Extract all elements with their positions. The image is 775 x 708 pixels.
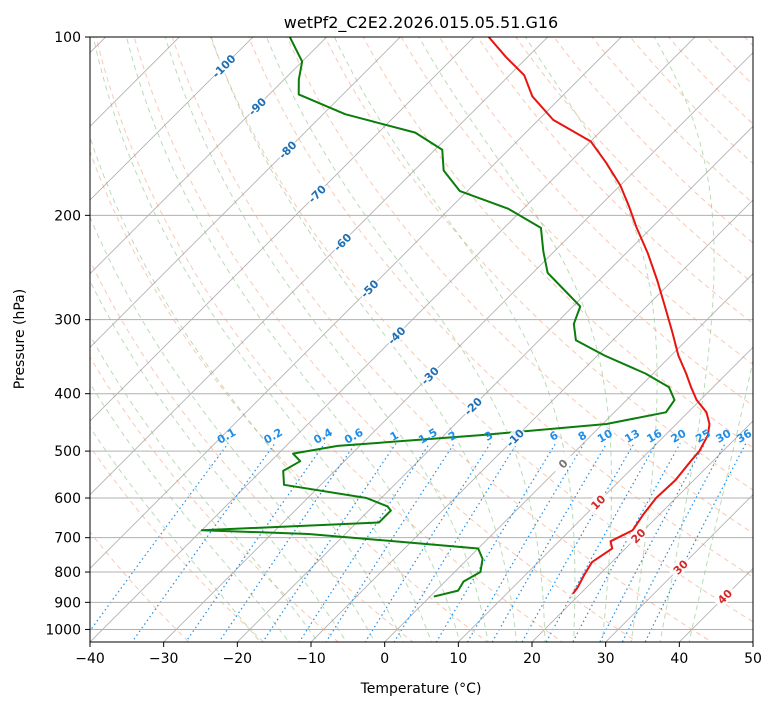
mixing-ratio-line [644, 442, 747, 642]
pressure-grid [90, 37, 753, 630]
isotherm-line [531, 420, 753, 642]
dry-adiabat [438, 37, 753, 366]
dry-adiabat [553, 37, 753, 244]
dewpoint-line [200, 37, 676, 598]
chart-title: wetPf2_C2E2.2026.015.05.51.G16 [284, 13, 558, 33]
isotherm-label-bg [211, 53, 236, 79]
dry-adiabat [477, 37, 753, 325]
y-tick-label: 500 [54, 444, 81, 460]
y-tick-label: 600 [54, 491, 81, 507]
isotherm-label-bg [356, 275, 382, 301]
dry-adiabat [90, 259, 414, 642]
isotherm-line [90, 37, 401, 348]
x-axis-label: Temperature (°C) [360, 681, 482, 697]
x-tick-label: 20 [523, 651, 541, 667]
mixing-ratio-line [262, 442, 397, 642]
isotherm-label-bg [244, 93, 270, 119]
isotherm-line [163, 52, 753, 642]
dry-adiabat [324, 37, 753, 491]
isotherm-line [90, 37, 549, 496]
mixing-ratio-line [621, 442, 726, 642]
moist-adiabat [92, 37, 432, 642]
dry-adiabat [515, 37, 753, 284]
isotherm-label-bg [502, 425, 528, 450]
x-tick-label: 40 [670, 651, 688, 667]
isotherm-label-bg [383, 322, 409, 348]
mixing-ratio-line [218, 442, 357, 642]
y-tick-label: 800 [54, 565, 81, 581]
isotherm-label-bg [460, 393, 486, 419]
dry-adiabat [362, 37, 753, 449]
isotherm-line [605, 494, 753, 642]
isotherm-label-bg [585, 489, 611, 515]
isotherm-label-bg [667, 554, 693, 580]
mixing-ratio-line [325, 442, 455, 642]
isotherm-line [310, 199, 753, 642]
isotherm-line [90, 37, 180, 127]
y-axis-label: Pressure (hPa) [12, 289, 28, 389]
temperature-line [487, 37, 711, 595]
plot-area [90, 37, 753, 642]
mixing-ratio-line [131, 442, 276, 642]
mixing-ratio-line [298, 442, 431, 642]
isotherm-line [457, 346, 753, 642]
y-axis-ticks: 100 200 300 400 500 600 700 800 900 1000 [45, 30, 90, 638]
x-tick-label: 10 [449, 651, 467, 667]
profile-lines [200, 37, 711, 598]
x-axis-ticks: −40 −30 −20 −10 0 10 20 30 40 50 [75, 642, 762, 667]
x-tick-label: 0 [380, 651, 389, 667]
moist-adiabat [653, 37, 715, 642]
mixing-ratio-line [435, 442, 557, 642]
x-tick-label: −10 [296, 651, 326, 667]
mixing-ratio-line [599, 442, 706, 642]
y-tick-label: 900 [54, 595, 81, 611]
x-tick-label: −20 [223, 651, 253, 667]
isotherm-line [90, 37, 475, 422]
isotherm-label-bg [274, 137, 300, 162]
isotherm-line [90, 37, 622, 569]
y-tick-label: 1000 [45, 622, 81, 638]
isotherm-label-bg [625, 523, 651, 548]
dry-adiabat [248, 37, 753, 578]
mixing-ratio-line [393, 442, 518, 642]
isotherm-label-bg [550, 450, 576, 476]
isotherm-line [90, 37, 254, 201]
moist-adiabat [210, 37, 517, 642]
isotherm-label-bg [712, 583, 737, 609]
x-tick-label: −30 [149, 651, 179, 667]
y-tick-label: 400 [54, 387, 81, 403]
dry-adiabat [133, 37, 638, 642]
mixing-ratio-line [364, 442, 491, 642]
mixing-ratio-line [90, 442, 229, 632]
y-tick-label: 300 [54, 313, 81, 329]
mixing-ratio-line [466, 442, 585, 642]
y-tick-label: 100 [54, 30, 81, 46]
isotherm-line [90, 37, 328, 275]
dry-adiabat [90, 356, 339, 642]
x-tick-label: 30 [597, 651, 615, 667]
dry-adiabat [95, 37, 564, 642]
dry-adiabat [171, 37, 713, 642]
dry-adiabat [400, 37, 753, 407]
x-tick-label: −40 [75, 651, 105, 667]
isotherm-line [384, 273, 753, 642]
y-tick-label: 200 [54, 208, 81, 224]
isotherm-label-bg [329, 229, 355, 255]
plot-frame [89, 36, 754, 643]
dry-adiabat [286, 37, 753, 534]
mixing-ratio-line [572, 442, 681, 642]
isotherm-label-bg [417, 362, 442, 388]
isotherm-label-bg [304, 181, 330, 206]
y-tick-label: 700 [54, 531, 81, 547]
x-tick-label: 50 [744, 651, 762, 667]
isotherm-line [236, 125, 753, 642]
mixing-ratio-label: 36 [734, 427, 754, 446]
